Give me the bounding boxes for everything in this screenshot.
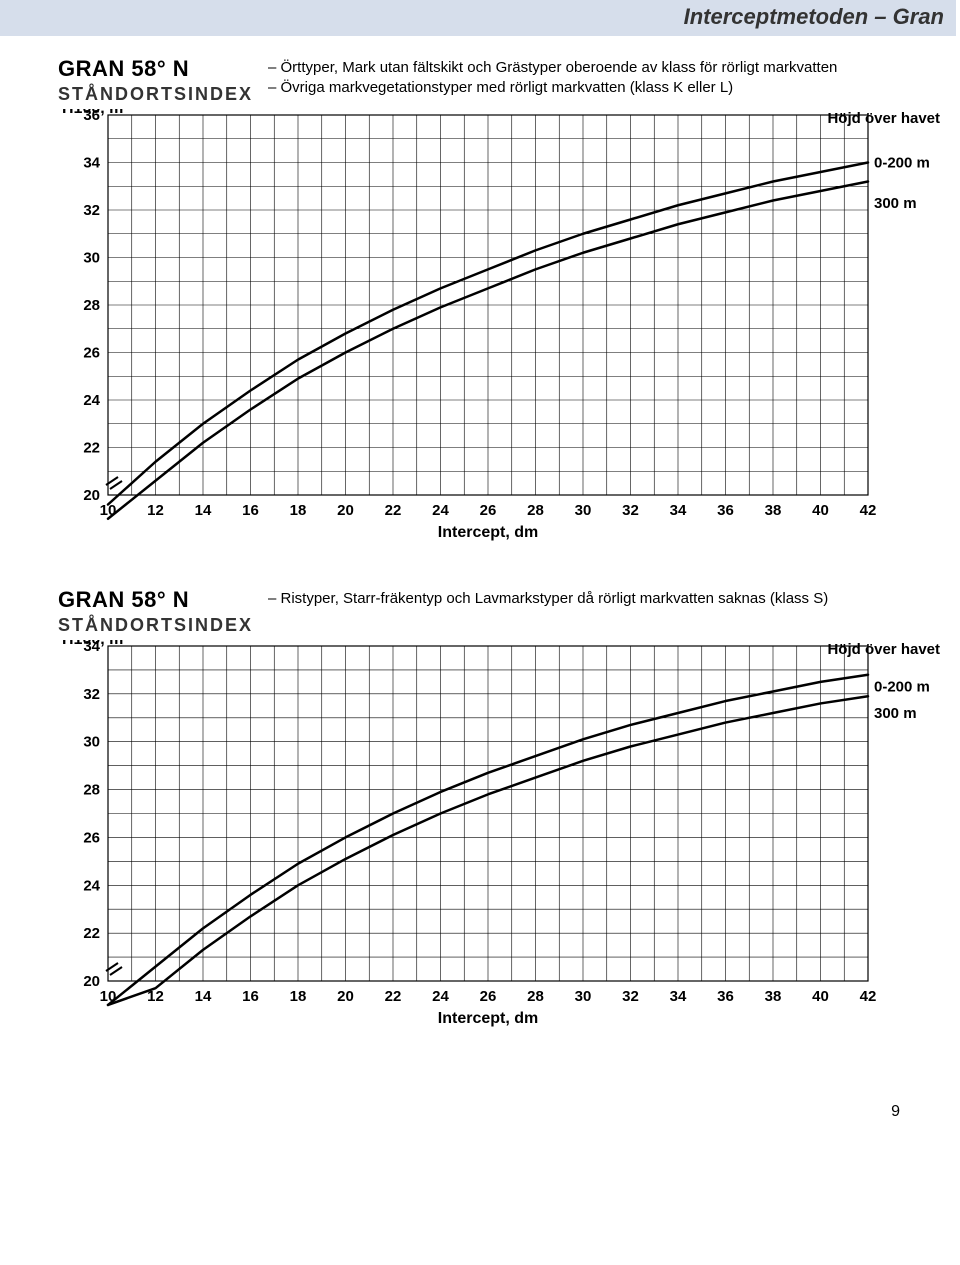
svg-text:32: 32 xyxy=(622,502,639,519)
svg-text:300 m: 300 m xyxy=(874,705,917,722)
chart1-desc: – Örttyper, Mark utan fältskikt och Gräs… xyxy=(268,56,910,99)
svg-text:34: 34 xyxy=(670,988,687,1005)
svg-text:14: 14 xyxy=(195,988,212,1005)
svg-text:30: 30 xyxy=(575,988,592,1005)
svg-text:38: 38 xyxy=(765,988,782,1005)
svg-text:22: 22 xyxy=(385,502,402,519)
page-header: Interceptmetoden – Gran xyxy=(0,0,956,36)
svg-text:18: 18 xyxy=(290,502,307,519)
svg-text:24: 24 xyxy=(83,392,100,409)
svg-text:14: 14 xyxy=(195,502,212,519)
svg-text:32: 32 xyxy=(83,686,100,703)
chart2-subtitle: STÅNDORTSINDEX xyxy=(58,615,268,636)
svg-text:32: 32 xyxy=(83,202,100,219)
svg-text:40: 40 xyxy=(812,502,829,519)
svg-text:16: 16 xyxy=(242,502,259,519)
chart2-block: GRAN 58° N STÅNDORTSINDEX – Ristyper, St… xyxy=(58,587,910,1033)
svg-text:26: 26 xyxy=(83,345,100,362)
chart1-desc2: – Övriga markvegetationstyper med rörlig… xyxy=(268,78,910,98)
svg-text:30: 30 xyxy=(575,502,592,519)
chart2-desc: – Ristyper, Starr-fräkentyp och Lavmarks… xyxy=(268,587,910,609)
svg-text:28: 28 xyxy=(527,988,544,1005)
svg-text:20: 20 xyxy=(337,988,354,1005)
svg-text:24: 24 xyxy=(83,877,100,894)
svg-text:40: 40 xyxy=(812,988,829,1005)
svg-text:0-200 m: 0-200 m xyxy=(874,679,930,696)
svg-text:H100, m: H100, m xyxy=(62,109,123,117)
page-number: 9 xyxy=(0,1083,960,1131)
chart2-desc1: – Ristyper, Starr-fräkentyp och Lavmarks… xyxy=(268,589,910,609)
svg-text:24: 24 xyxy=(432,502,449,519)
svg-text:36: 36 xyxy=(717,502,734,519)
svg-text:26: 26 xyxy=(480,988,497,1005)
chart1-desc1: – Örttyper, Mark utan fältskikt och Gräs… xyxy=(268,58,910,78)
svg-text:20: 20 xyxy=(83,973,100,990)
svg-text:22: 22 xyxy=(83,925,100,942)
svg-text:20: 20 xyxy=(83,487,100,504)
chart1-svg: 202224262830323436H100, m101214161820222… xyxy=(58,109,948,547)
svg-text:26: 26 xyxy=(83,829,100,846)
svg-text:42: 42 xyxy=(860,988,877,1005)
svg-text:34: 34 xyxy=(83,155,100,172)
svg-text:34: 34 xyxy=(670,502,687,519)
svg-text:26: 26 xyxy=(480,502,497,519)
svg-text:H100, m: H100, m xyxy=(62,640,123,648)
svg-text:18: 18 xyxy=(290,988,307,1005)
svg-text:16: 16 xyxy=(242,988,259,1005)
svg-text:30: 30 xyxy=(83,734,100,751)
svg-text:24: 24 xyxy=(432,988,449,1005)
chart1-block: GRAN 58° N STÅNDORTSINDEX – Örttyper, Ma… xyxy=(58,56,910,547)
svg-text:38: 38 xyxy=(765,502,782,519)
chart2-svg: 2022242628303234H100, m10121416182022242… xyxy=(58,640,948,1033)
chart2-title: GRAN 58° N xyxy=(58,587,189,612)
svg-text:30: 30 xyxy=(83,250,100,267)
svg-text:Intercept, dm: Intercept, dm xyxy=(438,1010,538,1027)
svg-text:Intercept, dm: Intercept, dm xyxy=(438,524,538,541)
svg-text:22: 22 xyxy=(83,440,100,457)
svg-text:42: 42 xyxy=(860,502,877,519)
chart1-header: GRAN 58° N STÅNDORTSINDEX – Örttyper, Ma… xyxy=(58,56,910,105)
svg-text:20: 20 xyxy=(337,502,354,519)
svg-text:28: 28 xyxy=(83,782,100,799)
svg-text:Höjd över havet: Höjd över havet xyxy=(827,641,940,658)
page-content: GRAN 58° N STÅNDORTSINDEX – Örttyper, Ma… xyxy=(0,36,960,1083)
chart1-subtitle: STÅNDORTSINDEX xyxy=(58,84,268,105)
chart1-left-col: GRAN 58° N STÅNDORTSINDEX xyxy=(58,56,268,105)
svg-text:28: 28 xyxy=(83,297,100,314)
svg-text:0-200 m: 0-200 m xyxy=(874,155,930,172)
svg-text:300 m: 300 m xyxy=(874,195,917,212)
header-title: Interceptmetoden – Gran xyxy=(684,4,944,29)
svg-text:Höjd över havet: Höjd över havet xyxy=(827,110,940,127)
chart1-title: GRAN 58° N xyxy=(58,56,189,81)
chart2-left-col: GRAN 58° N STÅNDORTSINDEX xyxy=(58,587,268,636)
svg-text:28: 28 xyxy=(527,502,544,519)
svg-text:12: 12 xyxy=(147,502,164,519)
svg-text:32: 32 xyxy=(622,988,639,1005)
svg-text:36: 36 xyxy=(717,988,734,1005)
chart2-header: GRAN 58° N STÅNDORTSINDEX – Ristyper, St… xyxy=(58,587,910,636)
svg-text:22: 22 xyxy=(385,988,402,1005)
